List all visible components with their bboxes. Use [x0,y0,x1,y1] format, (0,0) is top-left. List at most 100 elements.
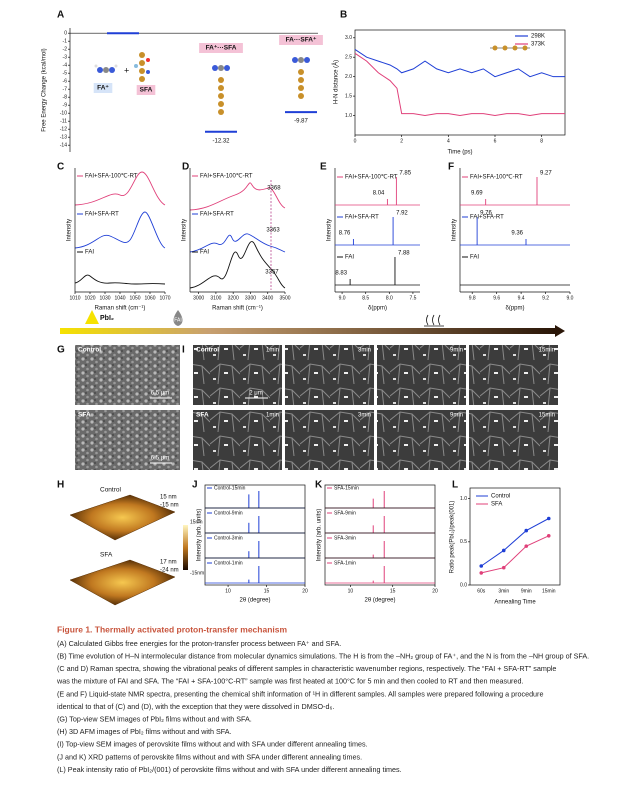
marker [501,565,506,570]
trace-label: FAI [470,255,479,261]
y-axis-label: Intensity [327,219,333,241]
molecule-icons: + [94,45,530,115]
colorbar-label: -15nm [190,570,204,576]
reagent-label: FAI [174,317,182,323]
time-label: 15min [539,413,555,419]
peak-label: 9.69 [471,191,483,197]
plot-frame [354,29,566,136]
x-tick-label: 20 [432,588,438,594]
panel-label: C [57,162,64,173]
caption-line: (C and D) Raman spectra, showing the vib… [57,664,556,673]
energy-label: -12.32 [212,138,230,144]
afm-label: SFA [100,552,113,559]
x-tick-label: 10 [225,588,231,594]
x-tick-label: 9.2 [542,295,549,301]
peak-label: 8.83 [335,271,347,277]
x-tick-label: 1060 [144,295,155,301]
legend-label: SFA [491,502,502,508]
x-axis-label: Raman shift (cm⁻¹) [212,306,263,312]
peak-label: 9.76 [480,211,492,217]
y-tick-label: -8 [63,95,68,101]
x-tick-label: 9min [521,588,532,594]
species-label: SFA [140,87,153,94]
y-axis-label: Intensity (arb. units) [317,509,323,562]
y-tick-label: 0.0 [460,582,467,588]
panel-label: I [182,345,185,356]
afm-range: 17 nm [160,560,177,566]
energy-label: -9.87 [294,119,308,125]
marker [501,548,506,553]
x-tick-label: 60s [477,588,486,594]
x-tick-label: 8.0 [386,295,393,301]
y-tick-label: -7 [63,87,68,93]
colorbar-label: 15nm [190,519,203,525]
x-tick-label: 3000 [193,295,204,301]
legend-label: 373K [531,42,545,48]
caption-line: (H) 3D AFM images of PbI₂ films without … [57,727,232,736]
trace-label: FAI+SFA-100℃-RT [200,174,253,180]
y-tick-label: 0.5 [460,539,467,545]
x-tick-label: 1070 [159,295,170,301]
x-tick-label: 4 [447,138,450,144]
image-label: Control [78,347,101,354]
caption-line: identical to that of (C) and (D), with t… [57,702,334,711]
y-axis-label: H-N distance (Å) [333,60,340,104]
trace-label: SFA-15min [334,485,359,491]
peak-label: 8.04 [373,191,385,197]
x-axis-label: Time (ps) [447,150,472,156]
scale-label: 6.5 μm [151,456,169,462]
y-tick-label: -9 [63,103,68,109]
y-tick-label: -6 [63,79,68,85]
caption-line: (B) Time evolution of H–N intermolecular… [57,652,589,661]
trace-label: SFA-1min [334,560,356,566]
caption-line: (A) Calculated Gibbs free energies for t… [57,639,341,648]
caption-line: (I) Top-view SEM images of perovskite fi… [57,740,368,749]
y-tick-label: 1.0 [460,496,467,502]
afm-label: Control [100,487,122,494]
panel-label: E [320,162,327,173]
species-label: FA···SFA⁺ [286,37,317,44]
species-box [93,83,113,93]
y-tick-label: -3 [63,55,68,61]
y-tick-label: -4 [63,63,68,69]
y-tick-label: -10 [60,111,67,117]
peak-label: 9.36 [511,231,523,237]
line-series [354,49,565,78]
y-axis-label: Intensity (arb. units) [197,509,203,562]
raman-curves [74,171,286,290]
y-tick-label: -13 [60,135,67,141]
x-tick-label: 3100 [210,295,221,301]
x-tick-label: 1040 [114,295,125,301]
x-tick-label: 1020 [84,295,95,301]
species-box [199,43,243,53]
line-series [481,535,549,574]
panel-label: L [452,480,458,491]
y-tick-label: 1.0 [345,113,352,119]
trace-label: Control-3min [214,535,243,541]
species-box [279,35,323,45]
time-label: 3min [358,413,371,419]
trace-label: SFA-3min [334,535,356,541]
x-tick-label: 0 [354,138,357,144]
process-bar [60,310,565,337]
peak-label: 3363 [266,228,280,234]
x-tick-label: 6 [494,138,497,144]
x-tick-label: 1010 [69,295,80,301]
x-axis-label: δ(ppm) [368,306,387,312]
trace-label: FAI+SFA-100℃-RT [345,175,398,181]
peak-label: 8.76 [339,231,351,237]
image-label: SFA [78,412,91,419]
trace-label: Control-1min [214,560,243,566]
y-tick-label: 0 [64,31,67,37]
x-axis-label: 2θ (degree) [239,598,270,604]
trace-label: FAI [85,250,94,256]
marker [524,528,529,533]
x-tick-label: 3200 [228,295,239,301]
y-tick-label: 1.5 [345,93,352,99]
peak-label: 7.85 [399,171,411,177]
scale-label: 2 μm [249,391,262,397]
panel-label: G [57,345,65,356]
y-axis-label: Intensity [67,219,73,241]
x-axis-label: 2θ (degree) [364,598,395,604]
sem-images [75,345,558,470]
